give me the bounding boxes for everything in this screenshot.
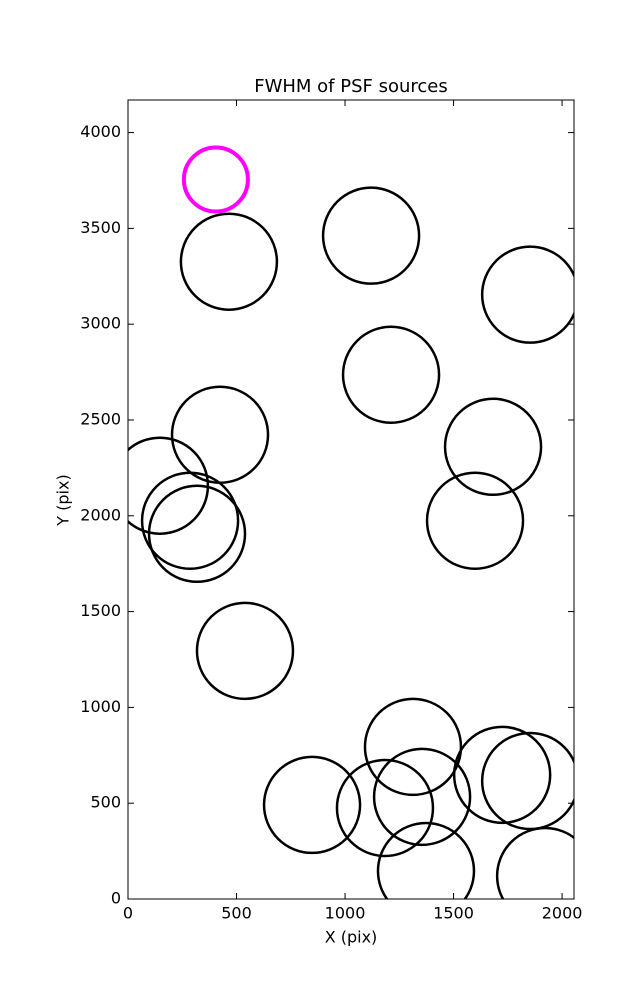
y-tick-label: 1500	[80, 601, 121, 620]
y-tick-label: 4000	[80, 122, 121, 141]
point	[179, 212, 279, 311]
point	[452, 725, 552, 825]
point	[480, 245, 574, 344]
point	[363, 697, 463, 797]
point	[425, 471, 525, 571]
point	[262, 755, 362, 855]
plot-area	[128, 145, 574, 899]
point	[147, 484, 247, 584]
x-tick-label: 500	[221, 904, 252, 923]
point	[372, 747, 472, 847]
x-tick-label: 0	[123, 904, 133, 923]
y-tick-label: 3500	[80, 218, 121, 237]
y-tick-label: 0	[111, 889, 121, 908]
x-tick-label: 2000	[542, 904, 583, 923]
point	[321, 186, 421, 285]
point	[443, 397, 543, 497]
point	[480, 731, 574, 831]
point	[181, 145, 250, 214]
point	[335, 758, 435, 858]
y-tick-label: 1000	[80, 697, 121, 716]
y-tick-label: 2500	[80, 409, 121, 428]
axes-frame	[127, 99, 575, 900]
point	[376, 821, 476, 899]
point	[195, 601, 295, 701]
point	[140, 471, 240, 571]
y-tick-label: 500	[90, 793, 121, 812]
y-tick-label: 3000	[80, 314, 121, 333]
point	[128, 436, 210, 535]
point	[495, 826, 574, 899]
x-axis-label: X (pix)	[325, 928, 378, 947]
y-tick-label: 2000	[80, 505, 121, 524]
x-tick-label: 1500	[433, 904, 474, 923]
point	[341, 325, 441, 425]
x-tick-label: 1000	[325, 904, 366, 923]
y-axis-label: Y (pix)	[54, 474, 73, 526]
chart-title: FWHM of PSF sources	[254, 76, 448, 97]
